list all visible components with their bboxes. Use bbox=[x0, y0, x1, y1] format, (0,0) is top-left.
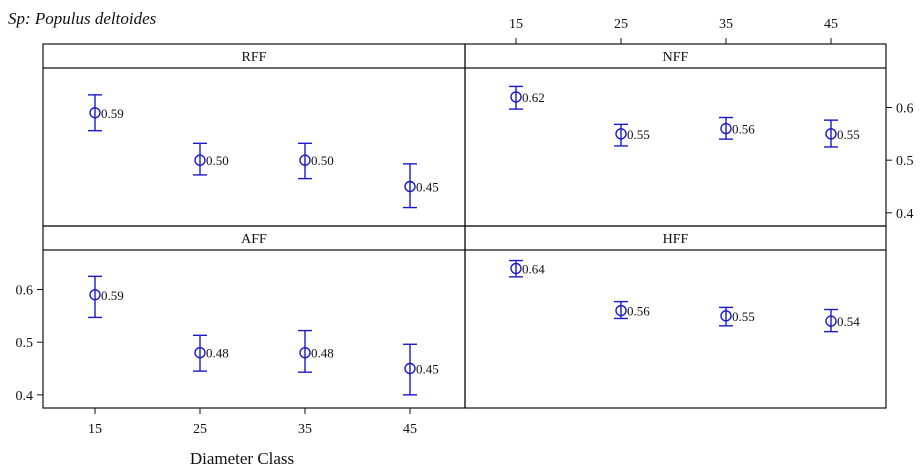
y-tick-label-right: 0.5 bbox=[896, 154, 914, 169]
panel-strip-label: AFF bbox=[241, 232, 267, 247]
data-label: 0.55 bbox=[627, 127, 650, 142]
x-tick-label: 15 bbox=[88, 422, 102, 437]
data-label: 0.54 bbox=[837, 314, 860, 329]
x-tick-label: 45 bbox=[403, 422, 417, 437]
data-label: 0.59 bbox=[101, 288, 124, 303]
y-tick-label: 0.5 bbox=[16, 336, 34, 351]
data-point bbox=[299, 154, 311, 166]
y-tick-label-right: 0.4 bbox=[896, 207, 914, 222]
data-point bbox=[194, 347, 206, 359]
data-point bbox=[510, 91, 522, 103]
data-point bbox=[404, 362, 416, 375]
data-point bbox=[194, 154, 206, 166]
data-label: 0.45 bbox=[416, 362, 439, 377]
data-label: 0.50 bbox=[311, 153, 334, 168]
data-point bbox=[720, 310, 732, 322]
panel-rff bbox=[42, 43, 466, 227]
data-point bbox=[615, 304, 627, 317]
data-point bbox=[615, 128, 627, 140]
data-point bbox=[404, 180, 416, 193]
data-label: 0.59 bbox=[101, 106, 124, 121]
panel-strip-label: RFF bbox=[242, 50, 267, 65]
data-label: 0.50 bbox=[206, 153, 229, 168]
data-label: 0.48 bbox=[206, 346, 229, 361]
data-point bbox=[89, 107, 101, 119]
x-tick-label: 25 bbox=[193, 422, 207, 437]
data-label: 0.56 bbox=[732, 122, 755, 137]
data-point bbox=[825, 315, 837, 327]
chart-title: Sp: Populus deltoides bbox=[8, 9, 157, 28]
panel-nff bbox=[464, 43, 887, 227]
y-tick-label-right: 0.6 bbox=[896, 102, 914, 117]
data-point bbox=[825, 128, 837, 140]
data-point bbox=[299, 347, 311, 359]
data-label: 0.45 bbox=[416, 180, 439, 195]
x-tick-label-top: 15 bbox=[509, 17, 523, 32]
panel-aff bbox=[42, 225, 466, 409]
x-tick-label: 35 bbox=[298, 422, 312, 437]
x-tick-label-top: 35 bbox=[719, 17, 733, 32]
data-point bbox=[89, 289, 101, 301]
plot-area: RFF 0.59 0.50 0.50 0.45 NFF 0.62 0.55 0.56 0.55 AF… bbox=[16, 17, 914, 437]
panel-hff bbox=[464, 225, 887, 409]
y-tick-label: 0.4 bbox=[16, 389, 34, 404]
data-label: 0.64 bbox=[522, 261, 545, 276]
data-point bbox=[720, 122, 732, 135]
data-label: 0.62 bbox=[522, 90, 545, 105]
data-label: 0.55 bbox=[837, 127, 860, 142]
data-label: 0.55 bbox=[732, 309, 755, 324]
panel-strip-label: HFF bbox=[663, 232, 689, 247]
x-tick-label-top: 25 bbox=[614, 17, 628, 32]
y-tick-label: 0.6 bbox=[16, 284, 34, 299]
data-label: 0.56 bbox=[627, 304, 650, 319]
x-tick-label-top: 45 bbox=[824, 17, 838, 32]
data-point bbox=[510, 262, 522, 275]
x-axis-label: Diameter Class bbox=[190, 449, 294, 468]
panel-strip-label: NFF bbox=[663, 50, 689, 65]
data-label: 0.48 bbox=[311, 346, 334, 361]
